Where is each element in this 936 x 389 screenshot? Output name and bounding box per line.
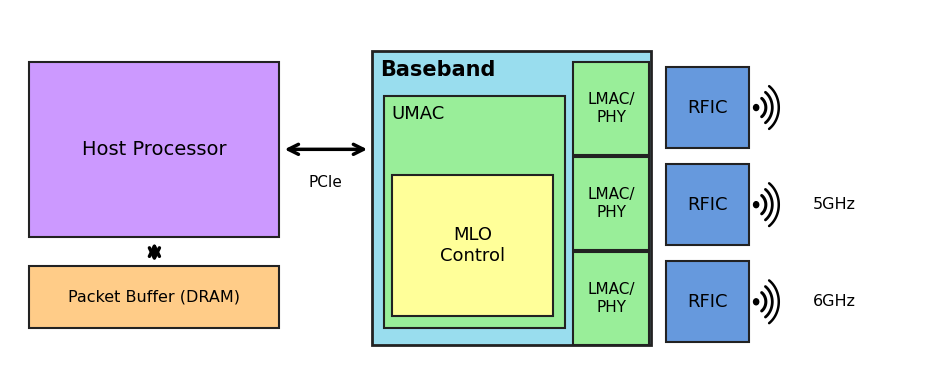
Circle shape	[753, 299, 758, 305]
Circle shape	[753, 105, 758, 110]
Text: RFIC: RFIC	[687, 293, 727, 311]
Text: LMAC/
PHY: LMAC/ PHY	[587, 187, 635, 220]
Bar	[391, 175, 552, 317]
Bar	[372, 51, 651, 345]
Text: 5GHz: 5GHz	[812, 197, 856, 212]
Text: UMAC: UMAC	[391, 105, 445, 123]
Bar	[29, 266, 279, 328]
Text: Baseband: Baseband	[379, 60, 494, 80]
Bar	[29, 62, 279, 237]
Text: PCIe: PCIe	[309, 175, 343, 190]
Bar	[665, 164, 749, 245]
Text: RFIC: RFIC	[687, 196, 727, 214]
Text: Host Processor: Host Processor	[81, 140, 226, 159]
Text: Packet Buffer (DRAM): Packet Buffer (DRAM)	[67, 289, 240, 304]
Bar	[665, 261, 749, 342]
Bar	[665, 67, 749, 148]
Bar	[572, 157, 649, 250]
Bar	[572, 62, 649, 155]
Text: LMAC/
PHY: LMAC/ PHY	[587, 93, 635, 125]
Text: LMAC/
PHY: LMAC/ PHY	[587, 282, 635, 315]
Text: 6GHz: 6GHz	[812, 294, 856, 309]
Circle shape	[753, 202, 758, 208]
Text: RFIC: RFIC	[687, 98, 727, 117]
Bar	[384, 96, 564, 328]
Bar	[572, 252, 649, 345]
Text: MLO
Control: MLO Control	[439, 226, 505, 265]
